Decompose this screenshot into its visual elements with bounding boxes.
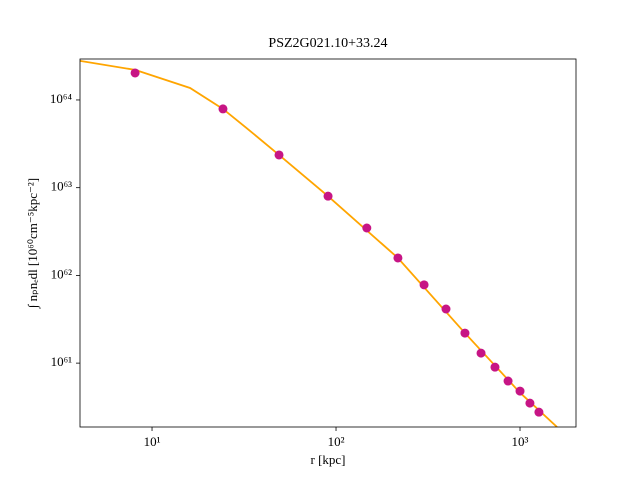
data-point [441, 304, 451, 314]
data-point [490, 362, 500, 372]
data-point [525, 398, 535, 408]
axes-frame [79, 58, 577, 428]
data-point [130, 68, 140, 78]
data-point [460, 328, 470, 338]
data-point [218, 104, 228, 114]
data-point [515, 386, 525, 396]
data-point [476, 348, 486, 358]
x-axis-label: r [kpc] [310, 452, 345, 467]
x-tick-label: 10¹ [144, 434, 161, 449]
y-axis-label: ∫ nₚnₑdl [10⁶⁰cm⁻⁵kpc⁻²] [25, 178, 41, 309]
chart-title: PSZ2G021.10+33.24 [268, 36, 387, 51]
x-tick-label: 10² [328, 434, 345, 449]
y-tick-label: 10⁶⁴ [50, 91, 73, 106]
data-point [419, 280, 429, 290]
plot-area [80, 59, 558, 427]
data-point [274, 150, 284, 160]
y-tick-label: 10⁶³ [51, 179, 73, 194]
data-point [323, 191, 333, 201]
data-point [393, 253, 403, 263]
y-tick-label: 10⁶¹ [51, 354, 73, 369]
y-tick-label: 10⁶² [51, 266, 73, 281]
data-point [503, 376, 513, 386]
data-point [534, 407, 544, 417]
data-point [362, 223, 372, 233]
x-tick-label: 10³ [512, 434, 529, 449]
